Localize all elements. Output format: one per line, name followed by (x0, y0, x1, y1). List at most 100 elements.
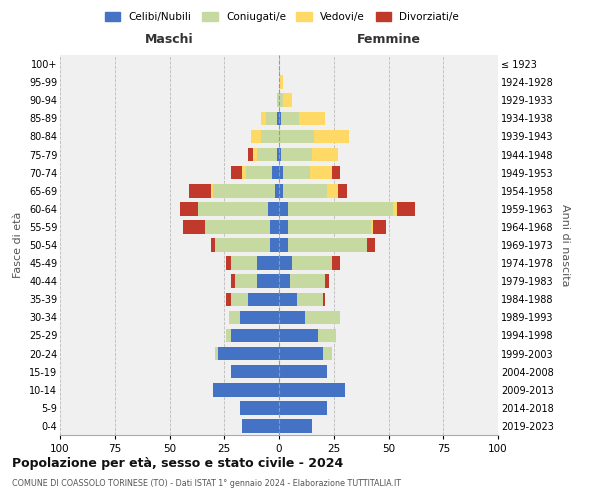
Bar (281, 148, 312, 162)
Bar (242, 419, 279, 432)
Bar (257, 274, 279, 288)
Bar (268, 202, 279, 215)
Y-axis label: Anni di nascita: Anni di nascita (560, 204, 571, 286)
Bar (332, 166, 340, 179)
Bar (279, 184, 283, 198)
Bar (279, 94, 283, 107)
Bar (277, 112, 279, 125)
Bar (229, 310, 239, 324)
Bar (279, 274, 290, 288)
Bar (215, 238, 270, 252)
Bar (296, 292, 323, 306)
Bar (279, 148, 281, 162)
Bar (319, 328, 336, 342)
Bar (181, 202, 198, 215)
Bar (215, 347, 218, 360)
Bar (257, 256, 279, 270)
Bar (314, 130, 349, 143)
Bar (279, 256, 292, 270)
Bar (279, 383, 345, 396)
Bar (323, 347, 332, 360)
Bar (325, 274, 329, 288)
Bar (231, 328, 279, 342)
Bar (275, 184, 279, 198)
Bar (323, 292, 325, 306)
Bar (189, 184, 211, 198)
Text: Maschi: Maschi (145, 33, 194, 46)
Bar (279, 310, 305, 324)
Bar (226, 292, 231, 306)
Y-axis label: Fasce di età: Fasce di età (13, 212, 23, 278)
Bar (305, 310, 340, 324)
Bar (290, 274, 325, 288)
Bar (248, 292, 279, 306)
Bar (226, 256, 231, 270)
Bar (279, 347, 323, 360)
Bar (211, 238, 215, 252)
Bar (279, 365, 327, 378)
Bar (235, 274, 257, 288)
Bar (198, 202, 268, 215)
Bar (279, 166, 283, 179)
Bar (242, 166, 246, 179)
Bar (299, 112, 325, 125)
Text: Popolazione per età, sesso e stato civile - 2024: Popolazione per età, sesso e stato civil… (12, 458, 343, 470)
Bar (288, 220, 371, 234)
Bar (231, 274, 235, 288)
Bar (397, 202, 415, 215)
Bar (253, 148, 257, 162)
Text: Femmine: Femmine (356, 33, 421, 46)
Bar (246, 166, 272, 179)
Bar (248, 148, 253, 162)
Bar (279, 238, 288, 252)
Bar (292, 256, 332, 270)
Bar (277, 94, 279, 107)
Bar (310, 166, 332, 179)
Bar (338, 184, 347, 198)
Bar (226, 328, 231, 342)
Bar (283, 184, 327, 198)
Bar (279, 328, 319, 342)
Bar (266, 112, 277, 125)
Bar (332, 256, 340, 270)
Bar (279, 292, 296, 306)
Bar (279, 419, 312, 432)
Bar (262, 112, 266, 125)
Bar (262, 130, 279, 143)
Bar (231, 292, 248, 306)
Bar (367, 238, 376, 252)
Bar (277, 148, 279, 162)
Bar (270, 238, 279, 252)
Bar (231, 256, 257, 270)
Bar (279, 202, 288, 215)
Bar (251, 130, 262, 143)
Bar (279, 76, 283, 89)
Bar (239, 310, 279, 324)
Bar (288, 202, 393, 215)
Bar (214, 383, 279, 396)
Bar (288, 238, 367, 252)
Bar (239, 401, 279, 414)
Bar (270, 220, 279, 234)
Bar (279, 112, 281, 125)
Bar (371, 220, 373, 234)
Bar (231, 166, 242, 179)
Bar (279, 401, 327, 414)
Bar (283, 94, 292, 107)
Bar (205, 220, 270, 234)
Bar (218, 347, 279, 360)
Bar (211, 184, 214, 198)
Bar (182, 220, 205, 234)
Bar (279, 130, 314, 143)
Legend: Celibi/Nubili, Coniugati/e, Vedovi/e, Divorziati/e: Celibi/Nubili, Coniugati/e, Vedovi/e, Di… (101, 8, 463, 26)
Bar (279, 220, 288, 234)
Bar (312, 148, 338, 162)
Bar (283, 166, 310, 179)
Bar (231, 365, 279, 378)
Bar (327, 184, 338, 198)
Bar (214, 184, 275, 198)
Bar (281, 112, 299, 125)
Bar (272, 166, 279, 179)
Bar (373, 220, 386, 234)
Text: COMUNE DI COASSOLO TORINESE (TO) - Dati ISTAT 1° gennaio 2024 - Elaborazione TUT: COMUNE DI COASSOLO TORINESE (TO) - Dati … (12, 479, 401, 488)
